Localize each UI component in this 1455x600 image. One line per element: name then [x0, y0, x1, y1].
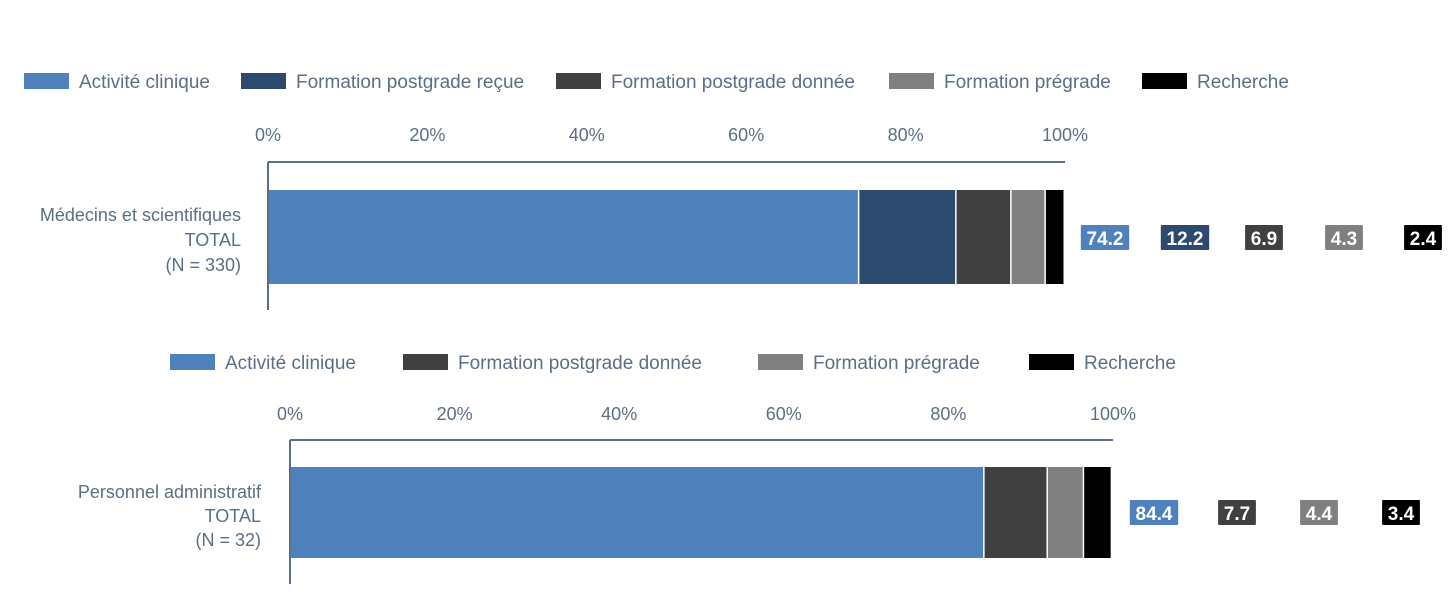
chart2-x-tick-label: 100% — [1090, 404, 1136, 424]
chart2-category-label: Personnel administratif — [78, 482, 262, 502]
chart1-value-label-box — [1245, 225, 1283, 250]
chart1-legend-swatch — [241, 73, 286, 89]
chart2-legend-swatch — [758, 354, 803, 370]
chart1-legend-swatch — [889, 73, 934, 89]
chart1-x-tick-label: 0% — [255, 125, 281, 145]
chart2-legend-swatch — [1029, 354, 1074, 370]
chart2-bar-segment — [290, 467, 984, 558]
chart2-x-tick-label: 60% — [766, 404, 802, 424]
chart2-legend-swatch — [170, 354, 215, 370]
chart1-legend-swatch — [1142, 73, 1187, 89]
chart1-value-label-box — [1325, 225, 1363, 250]
chart2-x-tick-label: 0% — [277, 404, 303, 424]
chart2-x-tick-label: 80% — [930, 404, 966, 424]
chart2-value-label-box — [1129, 500, 1179, 525]
chart1-value-label: 74.2 — [1087, 229, 1124, 250]
chart1-value-label-box — [1080, 225, 1130, 250]
chart1-x-tick-label: 40% — [569, 125, 605, 145]
chart2-x-tick-label: 20% — [437, 404, 473, 424]
chart1-bar-segment — [1011, 190, 1045, 284]
chart1-value-label: 2.4 — [1410, 229, 1437, 250]
chart2-value-label-box — [1218, 500, 1256, 525]
chart1-bar-segment — [859, 190, 956, 284]
chart2-value-label-box — [1300, 500, 1338, 525]
chart1-legend-label: Formation prégrade — [944, 72, 1111, 93]
chart1-value-label-box — [1160, 225, 1210, 250]
chart1-value-label-box — [1404, 225, 1442, 250]
chart1-x-tick-label: 100% — [1042, 125, 1088, 145]
chart1-legend-label: Recherche — [1197, 72, 1289, 93]
chart2-x-tick-label: 40% — [601, 404, 637, 424]
chart2-value-label: 4.4 — [1306, 504, 1333, 525]
chart2-value-label: 84.4 — [1136, 504, 1173, 525]
chart1-bar-segment — [268, 190, 858, 284]
chart1-legend-label: Activité clinique — [79, 72, 210, 93]
chart2-value-label-box — [1382, 500, 1420, 525]
chart2-category-label: (N = 32) — [195, 530, 261, 550]
chart2-bar-segment — [1084, 467, 1111, 558]
chart1-legend-label: Formation postgrade reçue — [296, 72, 524, 93]
chart1-value-label: 6.9 — [1251, 229, 1277, 250]
chart1-category-label: Médecins et scientifiques — [40, 205, 241, 225]
chart2-legend-label: Formation postgrade donnée — [458, 353, 702, 374]
chart1-x-tick-label: 60% — [728, 125, 764, 145]
chart2-value-label: 3.4 — [1388, 504, 1415, 525]
chart1-legend-label: Formation postgrade donnée — [611, 72, 855, 93]
chart1-category-label: (N = 330) — [165, 255, 241, 275]
chart1-value-label: 4.3 — [1331, 229, 1357, 250]
chart1-category-label: TOTAL — [185, 230, 241, 250]
chart2-bar-segment — [984, 467, 1047, 558]
chart2-value-label: 7.7 — [1224, 504, 1250, 525]
chart2-legend-label: Activité clinique — [225, 353, 356, 374]
chart1-bar-segment — [1045, 190, 1064, 284]
chart2-bar-segment — [1047, 467, 1083, 558]
chart2-legend-swatch — [403, 354, 448, 370]
chart1-x-tick-label: 20% — [409, 125, 445, 145]
chart1-legend-swatch — [24, 73, 69, 89]
chart2-legend-label: Recherche — [1084, 353, 1176, 374]
chart1-bar-segment — [956, 190, 1011, 284]
chart2-legend-label: Formation prégrade — [813, 353, 980, 374]
chart2-category-label: TOTAL — [205, 506, 261, 526]
chart1-value-label: 12.2 — [1167, 229, 1204, 250]
chart1-legend-swatch — [556, 73, 601, 89]
chart1-x-tick-label: 80% — [888, 125, 924, 145]
